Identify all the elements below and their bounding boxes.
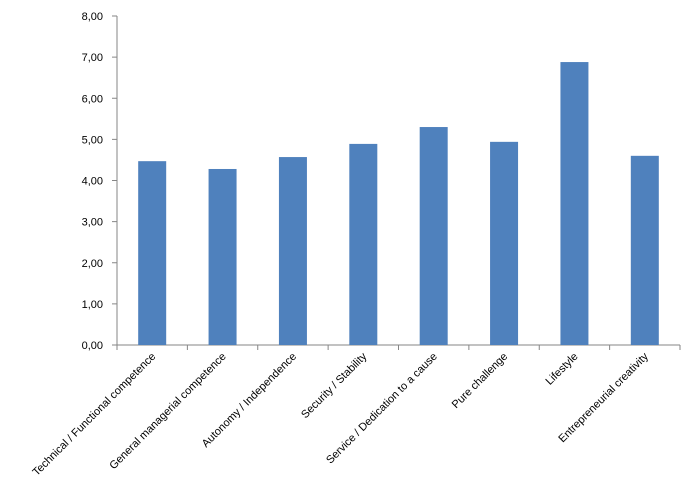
x-tick-label: Technical / Functional competence: [30, 351, 158, 479]
bar: [490, 141, 519, 345]
y-tick-label: 0,00: [82, 340, 103, 352]
y-tick-label: 7,00: [82, 52, 103, 64]
bar: [560, 62, 589, 346]
y-tick-label: 2,00: [82, 258, 103, 270]
y-tick-label: 5,00: [82, 134, 103, 146]
y-tick-label: 4,00: [82, 176, 103, 188]
bar: [630, 155, 659, 345]
y-tick-label: 1,00: [82, 299, 103, 311]
x-tick-label: Service / Dedication to a cause: [324, 351, 440, 467]
x-tick-label: Pure challenge: [450, 351, 510, 411]
x-tick-label: General managerial competence: [107, 351, 228, 472]
y-tick-label: 8,00: [82, 11, 103, 23]
bar: [138, 161, 167, 345]
x-tick-label: Security / Stability: [299, 350, 370, 421]
bar: [349, 143, 378, 345]
bar: [278, 157, 307, 345]
bar: [419, 127, 448, 345]
y-tick-label: 6,00: [82, 93, 103, 105]
y-tick-label: 3,00: [82, 217, 103, 229]
bar: [208, 168, 237, 345]
x-tick-label: Lifestyle: [544, 351, 581, 388]
